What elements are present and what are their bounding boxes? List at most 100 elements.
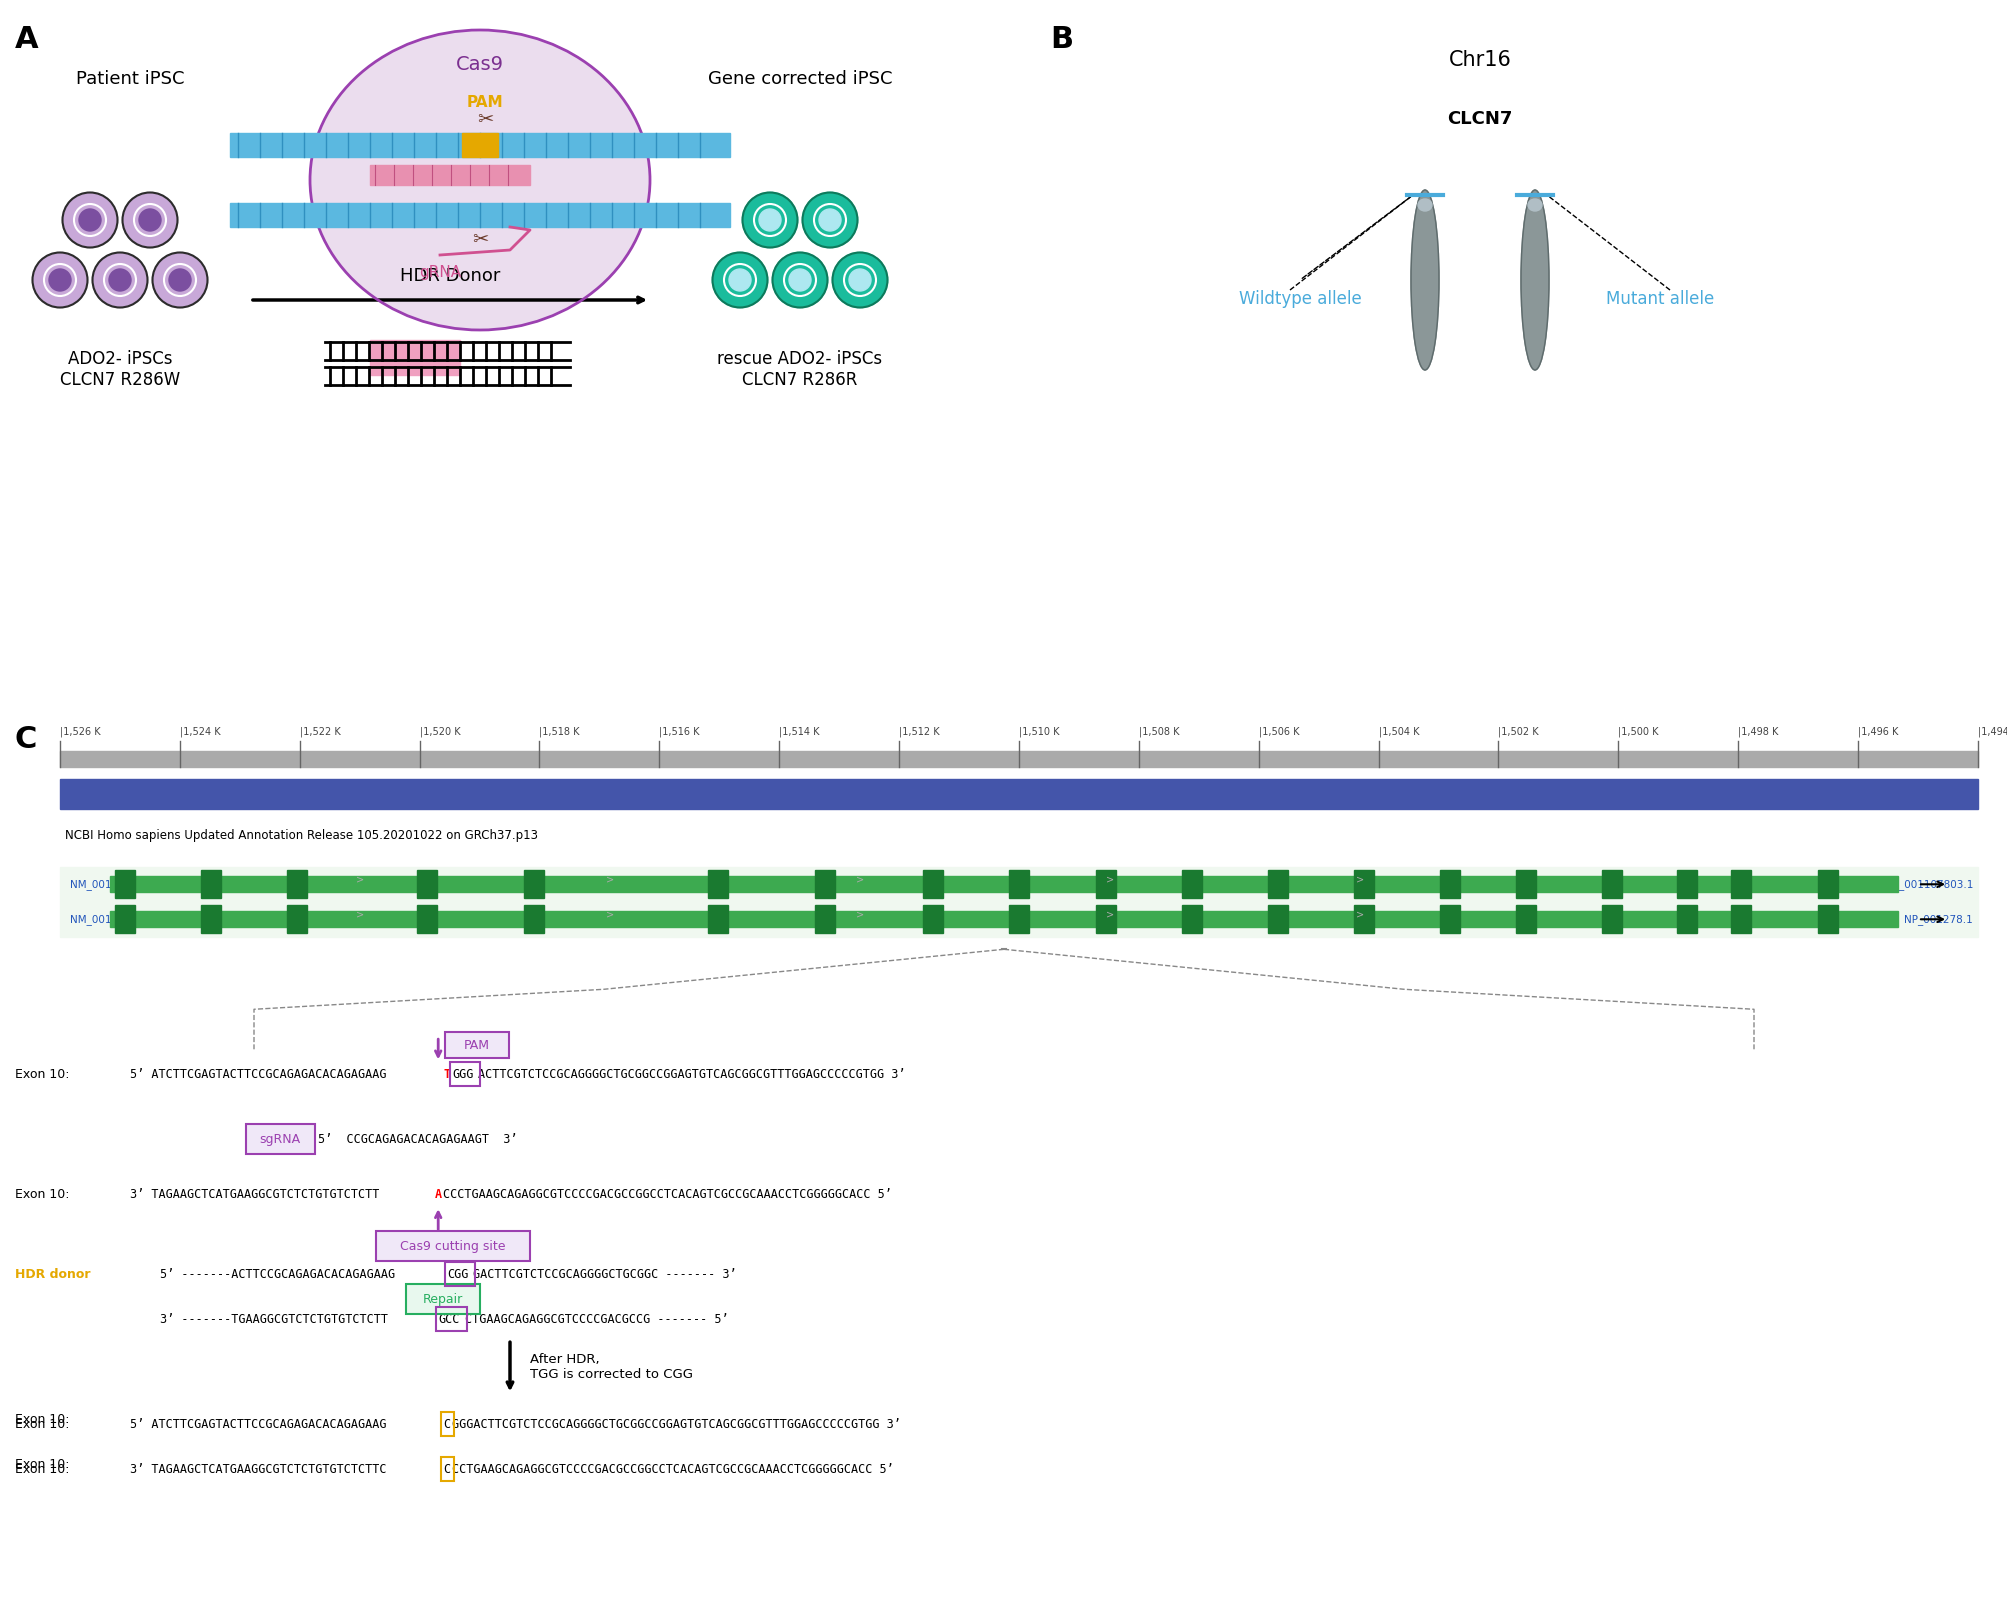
- Text: >: >: [1106, 909, 1114, 919]
- Ellipse shape: [122, 192, 177, 248]
- Text: Wildtype allele: Wildtype allele: [1238, 290, 1361, 308]
- Text: 5’ ATCTTCGAGTACTTCCGCAGAGACACAGAGAAG: 5’ ATCTTCGAGTACTTCCGCAGAGACACAGAGAAG: [130, 1419, 385, 1431]
- Bar: [1515, 906, 1535, 933]
- Text: |1,512 K: |1,512 K: [899, 727, 939, 737]
- Ellipse shape: [773, 253, 827, 308]
- Bar: [1816, 906, 1836, 933]
- Ellipse shape: [803, 192, 857, 248]
- Bar: [369, 340, 460, 376]
- Bar: [1602, 906, 1622, 933]
- Text: |1,502 K: |1,502 K: [1497, 727, 1537, 737]
- Text: |1,524 K: |1,524 K: [181, 727, 221, 737]
- Text: NP_001107803.1: NP_001107803.1: [1885, 879, 1973, 890]
- Bar: [1353, 906, 1373, 933]
- Text: >: >: [355, 874, 363, 885]
- Text: |1,510 K: |1,510 K: [1018, 727, 1060, 737]
- Text: |1,522 K: |1,522 K: [299, 727, 341, 737]
- Text: >: >: [606, 874, 614, 885]
- Text: |1,516 K: |1,516 K: [658, 727, 700, 737]
- Text: Exon 10:: Exon 10:: [14, 1188, 70, 1201]
- Text: sgRNA: sgRNA: [259, 1133, 301, 1146]
- Text: HDR Donor: HDR Donor: [399, 268, 500, 285]
- Bar: [706, 906, 727, 933]
- Ellipse shape: [153, 253, 207, 308]
- Text: NM_001287.6: NM_001287.6: [70, 914, 140, 925]
- Ellipse shape: [138, 210, 161, 231]
- Text: ✂: ✂: [476, 111, 494, 129]
- Bar: [60, 751, 1977, 767]
- Text: >: >: [855, 874, 863, 885]
- Text: ADO2- iPSCs
CLCN7 R286W: ADO2- iPSCs CLCN7 R286W: [60, 350, 181, 388]
- Bar: [923, 906, 943, 933]
- Ellipse shape: [62, 192, 118, 248]
- Bar: [231, 134, 731, 156]
- Text: 5’ -------ACTTCCGCAGAGACACAGAGAAG: 5’ -------ACTTCCGCAGAGACACAGAGAAG: [161, 1267, 395, 1282]
- Text: T: T: [444, 1067, 450, 1080]
- FancyBboxPatch shape: [247, 1124, 315, 1154]
- Ellipse shape: [1527, 198, 1541, 211]
- Text: GGG: GGG: [452, 1067, 474, 1080]
- Text: |1,504 K: |1,504 K: [1379, 727, 1419, 737]
- Text: C: C: [444, 1462, 450, 1475]
- Bar: [1182, 906, 1202, 933]
- Text: 3’ -------TGAAGGCGTCTCTGTGTCTCTT: 3’ -------TGAAGGCGTCTCTGTGTCTCTT: [161, 1312, 387, 1325]
- Text: |1,496 K: |1,496 K: [1856, 727, 1897, 737]
- Text: B: B: [1050, 26, 1072, 53]
- Text: >: >: [1355, 909, 1363, 919]
- Text: A: A: [434, 1188, 442, 1201]
- Text: GGGACTTCGTCTCCGCAGGGGCTGCGGCCGGAGTGTCAGCGGCGTTTGGAGCCCCCGTGG 3’: GGGACTTCGTCTCCGCAGGGGCTGCGGCCGGAGTGTCAGC…: [452, 1419, 901, 1431]
- Bar: [231, 203, 731, 227]
- Text: gRNA: gRNA: [419, 264, 462, 280]
- Text: 5’  CCGCAGAGACACAGAGAAGT  3’: 5’ CCGCAGAGACACAGAGAAGT 3’: [317, 1133, 518, 1146]
- Text: Exon 10:: Exon 10:: [14, 1462, 70, 1475]
- Text: CLCN7: CLCN7: [1447, 110, 1511, 127]
- Bar: [1730, 906, 1750, 933]
- Text: Gene corrected iPSC: Gene corrected iPSC: [706, 69, 891, 89]
- Text: 3’ TAGAAGCTCATGAAGGCGTCTCTGTGTCTCTT: 3’ TAGAAGCTCATGAAGGCGTCTCTGTGTCTCTT: [130, 1188, 379, 1201]
- Bar: [1730, 870, 1750, 898]
- Ellipse shape: [1417, 198, 1431, 211]
- Text: CCCTGAAGCAGAGGCGTCCCCGACGCCGGCCTCACAGTCGCCGCAAACCTCGGGGGCACC 5’: CCCTGAAGCAGAGGCGTCCCCGACGCCGGCCTCACAGTCG…: [444, 1188, 891, 1201]
- FancyBboxPatch shape: [446, 1032, 508, 1059]
- Bar: [287, 906, 307, 933]
- Text: GCC: GCC: [438, 1312, 460, 1325]
- Text: After HDR,
TGG is corrected to CGG: After HDR, TGG is corrected to CGG: [530, 1352, 692, 1381]
- Bar: [524, 870, 544, 898]
- Text: A: A: [14, 26, 38, 53]
- Text: ✂: ✂: [472, 231, 488, 250]
- Text: Repair: Repair: [423, 1293, 464, 1306]
- Text: Exon 10:: Exon 10:: [14, 1067, 70, 1080]
- Ellipse shape: [849, 269, 871, 292]
- Bar: [1676, 906, 1696, 933]
- Bar: [1439, 906, 1459, 933]
- Text: C: C: [14, 725, 38, 754]
- Ellipse shape: [48, 269, 70, 292]
- Bar: [114, 870, 134, 898]
- Bar: [1010, 906, 1030, 933]
- Text: Mutant allele: Mutant allele: [1606, 290, 1714, 308]
- Text: >: >: [1106, 874, 1114, 885]
- Bar: [524, 906, 544, 933]
- Ellipse shape: [833, 253, 887, 308]
- Bar: [815, 870, 835, 898]
- Bar: [110, 877, 1897, 893]
- Text: |1,506 K: |1,506 K: [1258, 727, 1299, 737]
- Ellipse shape: [78, 210, 100, 231]
- FancyBboxPatch shape: [405, 1285, 480, 1314]
- Text: 3’ TAGAAGCTCATGAAGGCGTCTCTGTGTCTCTTC: 3’ TAGAAGCTCATGAAGGCGTCTCTGTGTCTCTTC: [130, 1462, 385, 1475]
- Bar: [1515, 870, 1535, 898]
- Text: CGG: CGG: [448, 1267, 468, 1282]
- Ellipse shape: [1519, 190, 1547, 371]
- Bar: [1676, 870, 1696, 898]
- Text: PAM: PAM: [466, 95, 504, 110]
- Ellipse shape: [108, 269, 130, 292]
- Ellipse shape: [309, 31, 650, 330]
- Text: Exon 10:: Exon 10:: [14, 1457, 70, 1470]
- Bar: [201, 906, 221, 933]
- Bar: [706, 870, 727, 898]
- Text: C: C: [444, 1419, 450, 1431]
- Text: >: >: [1355, 874, 1363, 885]
- Bar: [462, 134, 498, 156]
- Text: rescue ADO2- iPSCs
CLCN7 R286R: rescue ADO2- iPSCs CLCN7 R286R: [716, 350, 883, 388]
- Text: |1,520 K: |1,520 K: [419, 727, 460, 737]
